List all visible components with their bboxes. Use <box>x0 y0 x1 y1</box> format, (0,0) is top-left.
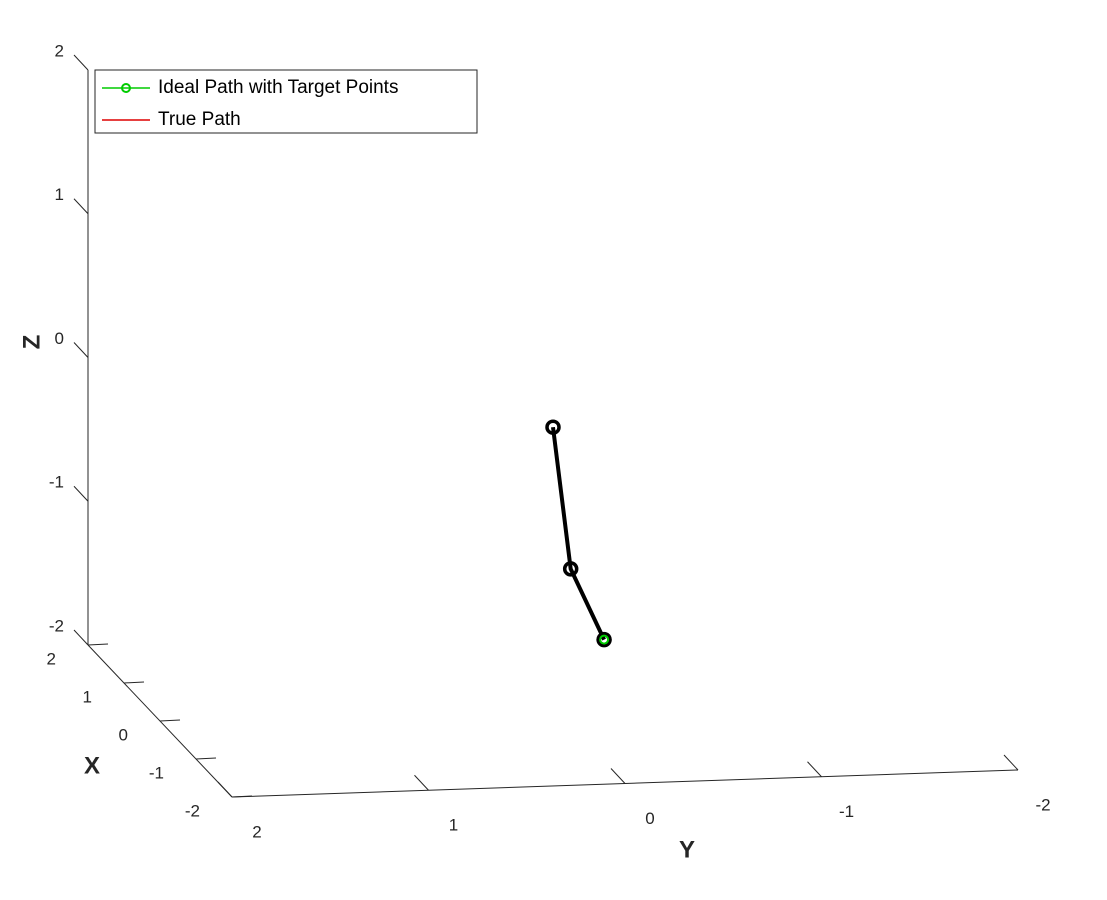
legend-label: True Path <box>158 109 241 130</box>
x-tick-label: -2 <box>185 801 200 820</box>
z-axis-title: Z <box>18 335 45 350</box>
z-tick <box>73 54 89 71</box>
z-tick <box>73 485 89 502</box>
x-tick-label: -1 <box>149 763 164 782</box>
y-tick <box>807 761 822 778</box>
y-tick-label: 2 <box>252 822 261 841</box>
series-marker <box>562 561 579 577</box>
y-axis-title: Y <box>679 836 695 863</box>
legend-label: Ideal Path with Target Points <box>158 77 398 98</box>
z-tick-label: 0 <box>55 329 64 348</box>
y-tick-label: 1 <box>449 816 458 835</box>
z-tick-label: -2 <box>49 616 64 635</box>
x-tick <box>195 757 217 760</box>
x-tick-label: 1 <box>83 687 92 706</box>
series-marker <box>545 419 561 435</box>
y-tick-label: -2 <box>1035 795 1050 814</box>
z-tick <box>73 342 89 358</box>
z-tick-label: 1 <box>55 185 64 204</box>
y-tick-label: -1 <box>839 802 854 821</box>
z-tick-label: 2 <box>55 41 64 60</box>
y-tick <box>1003 754 1019 771</box>
x-tick-label: 0 <box>119 725 128 744</box>
z-tick <box>73 198 89 215</box>
z-tick-label: -1 <box>49 473 64 492</box>
legend-marker <box>121 83 131 93</box>
z-tick <box>73 629 89 646</box>
y-tick <box>610 768 626 784</box>
series-marker <box>596 631 612 648</box>
y-tick <box>217 781 233 798</box>
x-tick <box>159 719 181 722</box>
y-tick-label: 0 <box>645 809 654 828</box>
target-marker <box>599 634 610 645</box>
x-axis-title: X <box>84 752 100 779</box>
x-tick-label: 2 <box>47 649 56 668</box>
x-tick <box>231 795 253 798</box>
legend-box <box>94 69 478 134</box>
x-tick <box>123 681 145 684</box>
series-line <box>551 426 606 641</box>
y-tick <box>414 774 429 791</box>
x-tick <box>87 643 109 646</box>
